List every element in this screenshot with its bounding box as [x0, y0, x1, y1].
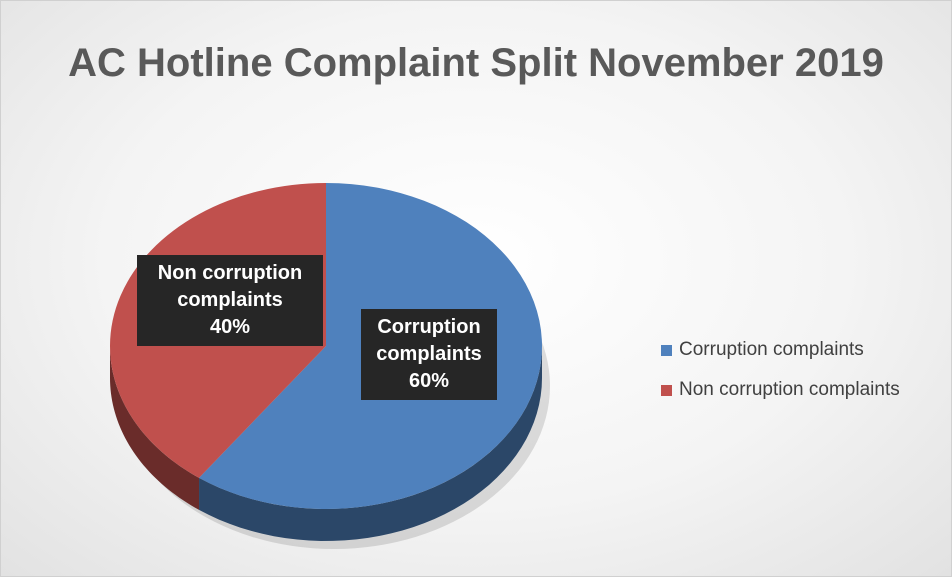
slice-side	[199, 346, 542, 541]
legend: Corruption complaints Non corruption comp…	[661, 330, 900, 410]
legend-label: Non corruption complaints	[679, 379, 900, 400]
legend-label: Corruption complaints	[679, 339, 864, 360]
data-label-value: 40%	[209, 316, 251, 338]
data-label: Non corruption complaints 40%	[137, 255, 323, 346]
slice-side	[110, 346, 200, 510]
legend-item: Corruption complaints	[661, 330, 900, 370]
legend-swatch	[661, 344, 672, 356]
chart-title: AC Hotline Complaint Split November 2019	[68, 41, 884, 85]
data-label-value: 60%	[408, 370, 450, 392]
legend-item: Non corruption complaints	[661, 370, 900, 410]
legend-swatch	[661, 384, 672, 396]
data-label-category: Non corruption complaints	[157, 262, 303, 311]
data-label: Corruption complaints 60%	[361, 309, 497, 400]
data-label-category: Corruption complaints	[376, 316, 482, 365]
